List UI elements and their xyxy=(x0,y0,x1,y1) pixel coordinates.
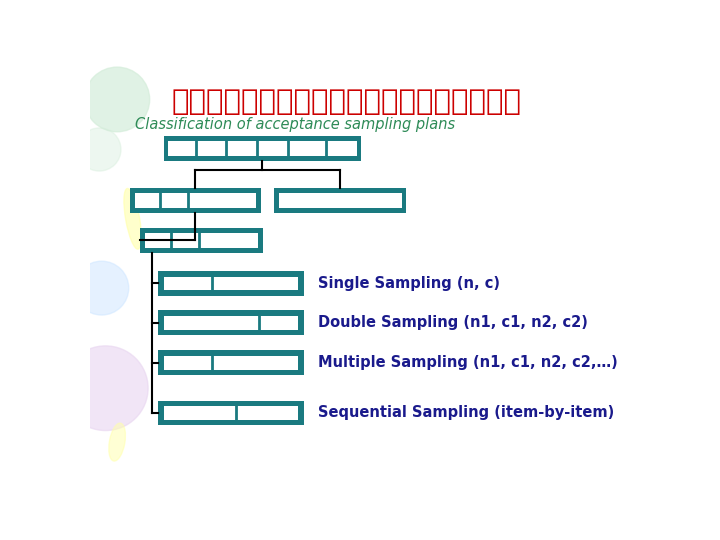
Bar xyxy=(163,137,361,161)
Circle shape xyxy=(63,346,148,430)
Ellipse shape xyxy=(109,423,125,461)
Bar xyxy=(158,271,304,296)
Bar xyxy=(163,406,299,420)
Bar xyxy=(168,141,356,157)
Bar xyxy=(140,228,263,253)
Text: Multiple Sampling (n1, c1, n2, c2,…): Multiple Sampling (n1, c1, n2, c2,…) xyxy=(318,355,618,370)
Text: Double Sampling (n1, c1, n2, c2): Double Sampling (n1, c1, n2, c2) xyxy=(318,315,588,330)
Circle shape xyxy=(74,261,129,315)
Circle shape xyxy=(78,128,121,171)
Bar xyxy=(163,356,299,370)
Bar xyxy=(163,276,299,291)
Bar xyxy=(158,401,304,425)
Circle shape xyxy=(84,67,150,132)
Text: ชนดของแผนการสมตวอยาง: ชนดของแผนการสมตวอยาง xyxy=(171,88,521,116)
Bar xyxy=(158,350,304,375)
Text: Classification of acceptance sampling plans: Classification of acceptance sampling pl… xyxy=(135,117,455,132)
Bar xyxy=(163,316,299,330)
Text: Single Sampling (n, c): Single Sampling (n, c) xyxy=(318,276,500,291)
Text: Sequential Sampling (item-by-item): Sequential Sampling (item-by-item) xyxy=(318,406,614,420)
Ellipse shape xyxy=(124,188,141,249)
Bar xyxy=(130,188,261,213)
Bar xyxy=(279,193,402,208)
Bar xyxy=(274,188,406,213)
Bar xyxy=(135,193,256,208)
Bar xyxy=(158,310,304,335)
Bar xyxy=(145,233,258,248)
